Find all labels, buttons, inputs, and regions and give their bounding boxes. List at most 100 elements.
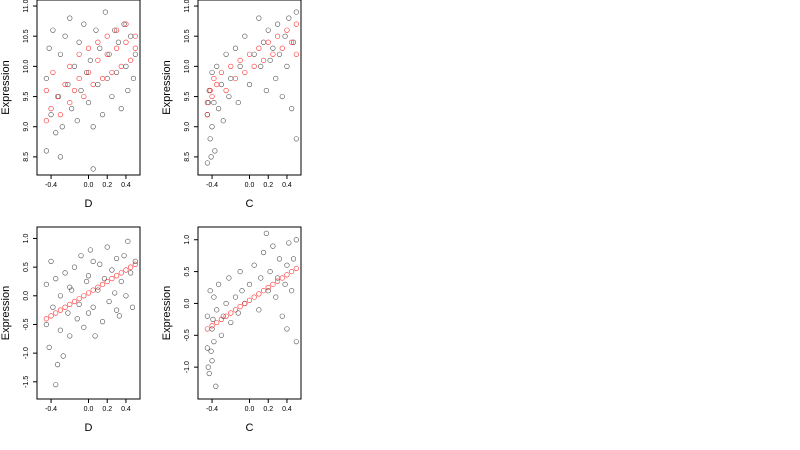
data-point (62, 33, 68, 39)
data-point (67, 333, 73, 339)
data-point (284, 326, 290, 332)
data-point (228, 63, 234, 69)
data-point (256, 291, 262, 297)
data-point (207, 136, 213, 142)
data-point (212, 148, 218, 154)
data-point (237, 57, 243, 63)
data-point (276, 256, 283, 262)
data-point (214, 81, 220, 88)
data-point (90, 124, 96, 130)
data-point (223, 51, 229, 57)
data-point (60, 353, 66, 359)
data-point (46, 344, 52, 351)
data-point (113, 273, 120, 279)
data-point (104, 51, 110, 57)
data-point (206, 370, 212, 377)
x-tick-label: 0.0 (84, 182, 94, 189)
data-point (128, 264, 134, 270)
x-tick-label: 0.2 (263, 182, 273, 189)
y-tick-label: 11.0 (184, 0, 191, 13)
data-point (125, 87, 131, 94)
data-point (99, 319, 106, 325)
x-tick-label: 0.0 (245, 406, 255, 413)
data-point (109, 69, 115, 76)
data-point (113, 69, 120, 76)
y-tick-label: 10.5 (184, 29, 191, 43)
y-tick-label: 9.5 (23, 92, 30, 102)
data-point (260, 288, 267, 294)
data-point (214, 63, 220, 69)
data-point (90, 81, 96, 88)
data-point (216, 281, 222, 287)
data-point (53, 310, 59, 316)
data-point (218, 332, 225, 338)
data-point (69, 106, 75, 112)
data-point (65, 310, 71, 316)
data-point (71, 264, 78, 270)
data-point (228, 75, 234, 82)
data-point (207, 87, 213, 94)
data-point (279, 275, 285, 281)
y-tick-label: 9.0 (23, 122, 30, 132)
data-point (265, 27, 271, 33)
data-point (97, 261, 103, 267)
data-point (95, 39, 101, 45)
data-point (282, 33, 288, 39)
data-point (128, 33, 134, 39)
data-point (279, 93, 285, 100)
data-point (270, 45, 276, 51)
data-point (263, 87, 269, 94)
data-point (54, 93, 61, 100)
data-point (232, 75, 239, 82)
data-point (50, 27, 56, 33)
y-tick-label: 0.0 (23, 291, 30, 301)
data-point (129, 304, 136, 310)
data-point (87, 57, 93, 63)
y-tick-label: -0.5 (23, 318, 30, 330)
data-point (85, 273, 92, 279)
data-point (273, 294, 279, 300)
x-tick-label: 0.4 (282, 182, 292, 189)
data-point (69, 287, 75, 293)
data-point (263, 230, 269, 236)
data-point (97, 45, 103, 51)
y-axis-label: Expression (0, 60, 12, 114)
data-point (43, 321, 49, 328)
data-point (57, 327, 64, 333)
plot-frame (197, 226, 302, 400)
data-point (246, 51, 253, 57)
data-point (121, 21, 127, 27)
data-point (232, 45, 239, 51)
data-point (85, 310, 92, 316)
data-point (54, 362, 61, 368)
data-point (242, 33, 248, 39)
data-point (246, 297, 253, 303)
data-point (90, 258, 96, 265)
data-point (76, 296, 82, 302)
data-point (71, 298, 78, 305)
data-point (106, 298, 112, 305)
data-point (267, 57, 273, 63)
data-point (293, 9, 299, 15)
series-1 (43, 261, 138, 322)
series-0 (43, 9, 138, 172)
x-tick-label: 0.4 (121, 182, 131, 189)
data-point (293, 265, 299, 272)
y-tick-label: -1.0 (184, 361, 191, 373)
data-point (67, 284, 73, 290)
data-point (90, 287, 96, 293)
data-point (235, 310, 241, 316)
data-point (48, 106, 54, 112)
x-tick-label: 0.2 (263, 406, 273, 413)
data-point (76, 51, 82, 57)
series-0 (204, 9, 299, 166)
data-point (286, 240, 292, 246)
data-point (113, 255, 120, 262)
data-point (232, 307, 239, 313)
data-point (95, 284, 101, 290)
data-point (256, 15, 262, 21)
data-point (67, 15, 73, 21)
data-point (99, 112, 106, 118)
data-point (289, 39, 295, 45)
data-point (113, 45, 120, 51)
